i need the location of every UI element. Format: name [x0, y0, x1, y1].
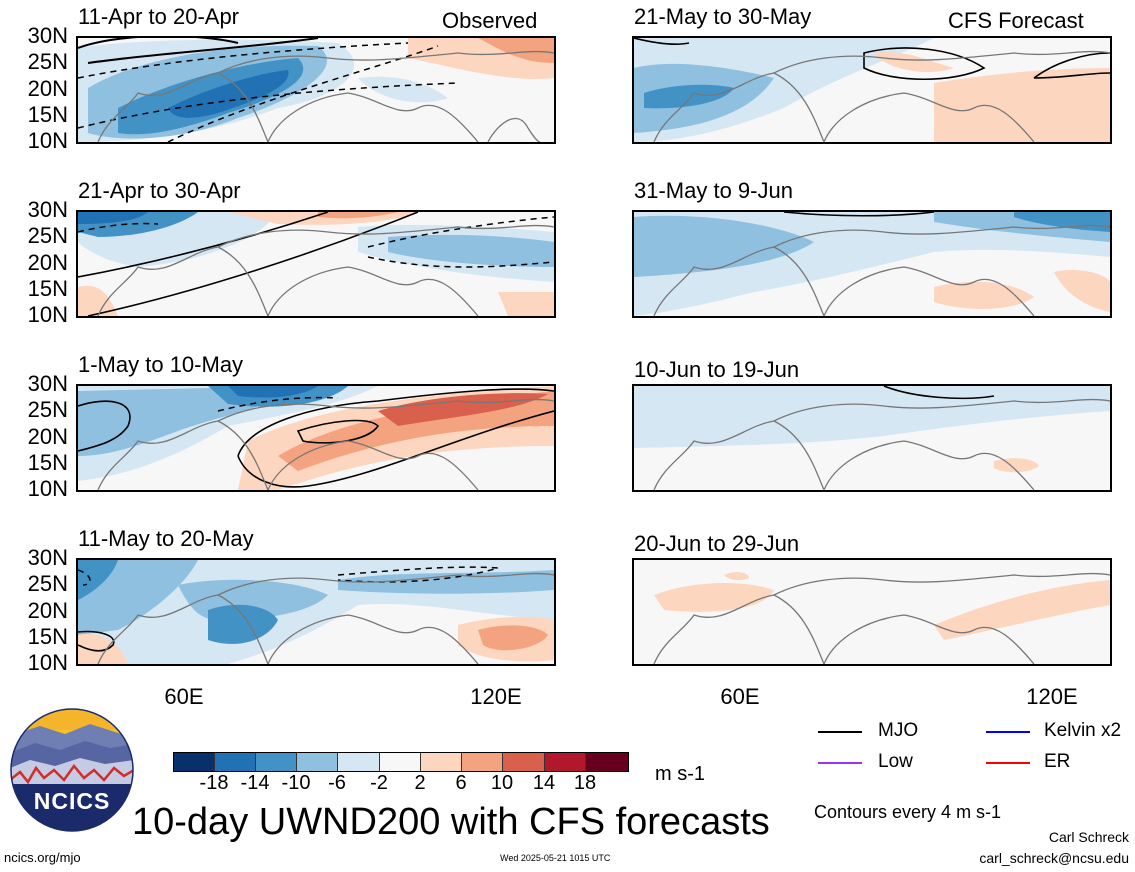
panel-title-fcst-2: 31-May to 9-Jun — [634, 178, 793, 203]
colorbar-swatch — [503, 753, 545, 771]
ncics-logo: NCICS — [10, 708, 134, 832]
colorbar-tick: 18 — [573, 772, 597, 794]
colorbar-swatch — [297, 753, 338, 771]
lat-label: 20N — [27, 424, 68, 449]
wave-legend: MJO Kelvin x2 Low ER — [812, 718, 1132, 778]
lat-label: 30N — [27, 23, 68, 48]
forecast-label: CFS Forecast — [948, 8, 1084, 33]
lon-label-right-120e: 120E — [1026, 684, 1078, 709]
lat-label: 20N — [27, 76, 68, 101]
panel-title-fcst-3: 10-Jun to 19-Jun — [634, 357, 800, 382]
lat-label: 30N — [27, 197, 68, 222]
colorbar-tick: -6 — [328, 772, 346, 794]
main-title: 10-day UWND200 with CFS forecasts — [132, 801, 770, 843]
colorbar-swatch — [380, 753, 421, 771]
colorbar-swatch — [586, 753, 628, 771]
lat-label: 30N — [27, 545, 68, 570]
legend-label-kelvin: Kelvin x2 — [1044, 720, 1122, 741]
panel-title-obs-2: 21-Apr to 30-Apr — [78, 178, 241, 203]
legend-label-low: Low — [878, 751, 913, 772]
lat-label: 20N — [27, 250, 68, 275]
map-obs-apr11-apr20 — [76, 36, 556, 144]
map-obs-may1-may10 — [76, 384, 556, 492]
lat-label: 25N — [27, 397, 68, 422]
colorbar-tick: -10 — [281, 772, 311, 794]
colorbar-tick: 6 — [455, 772, 467, 794]
legend-line-mjo — [818, 731, 862, 733]
lat-label: 10N — [27, 128, 68, 153]
panel-title-fcst-4: 20-Jun to 29-Jun — [634, 531, 800, 556]
colorbar-swatch — [545, 753, 586, 771]
lon-label-left-60e: 60E — [164, 684, 204, 709]
colorbar-tick: -2 — [370, 772, 388, 794]
map-obs-apr21-apr30 — [76, 210, 556, 318]
lat-label: 20N — [27, 598, 68, 623]
lat-label: 30N — [27, 371, 68, 396]
panel-title-obs-1: 11-Apr to 20-Apr — [78, 4, 240, 29]
colorbar-tick: -14 — [240, 772, 270, 794]
colorbar — [173, 752, 629, 772]
lat-label: 10N — [27, 302, 68, 327]
colorbar-swatch — [462, 753, 503, 771]
colorbar-ticks: -18 -14 -10 -6 -2 2 6 10 14 18 — [173, 772, 633, 796]
colorbar-tick: 10 — [490, 772, 514, 794]
colorbar-swatch — [215, 753, 256, 771]
map-fcst-jun20-jun29 — [632, 558, 1112, 666]
panel-title-obs-3: 1-May to 10-May — [78, 352, 244, 377]
footer-url: ncics.org/mjo — [4, 850, 81, 865]
panel-title-fcst-1: 21-May to 30-May — [634, 4, 812, 29]
map-fcst-may31-jun9 — [632, 210, 1112, 318]
panel-title-obs-4: 11-May to 20-May — [78, 526, 254, 551]
colorbar-swatch — [421, 753, 462, 771]
map-fcst-may21-may30 — [632, 36, 1112, 144]
lat-label: 10N — [27, 650, 68, 675]
lon-label-right-60e: 60E — [720, 684, 760, 709]
observed-label: Observed — [442, 8, 538, 33]
legend-line-low — [818, 762, 862, 764]
footer-email: carl_schreck@ncsu.edu — [979, 850, 1129, 866]
colorbar-tick: -18 — [199, 772, 229, 794]
lat-label: 25N — [27, 223, 68, 248]
contour-note: Contours every 4 m s-1 — [814, 802, 1002, 822]
colorbar-swatch — [256, 753, 297, 771]
colorbar-tick: 2 — [414, 772, 426, 794]
legend-label-mjo: MJO — [878, 720, 919, 741]
legend-line-kelvin — [986, 731, 1030, 733]
map-obs-may11-may20 — [76, 558, 556, 666]
map-fcst-jun10-jun19 — [632, 384, 1112, 492]
lon-label-left-120e: 120E — [470, 684, 522, 709]
footer-author: Carl Schreck — [1048, 829, 1129, 845]
lat-label: 25N — [27, 571, 68, 596]
colorbar-swatch — [174, 753, 215, 771]
legend-line-er — [986, 762, 1030, 764]
lat-label: 15N — [27, 624, 68, 649]
logo-text: NCICS — [33, 788, 111, 814]
footer-timestamp: Wed 2025-05-21 1015 UTC — [500, 853, 611, 863]
lat-label: 15N — [27, 450, 68, 475]
colorbar-units: m s-1 — [655, 763, 705, 785]
lat-label: 10N — [27, 476, 68, 501]
lat-label: 15N — [27, 276, 68, 301]
colorbar-swatch — [338, 753, 380, 771]
lat-label: 25N — [27, 49, 68, 74]
colorbar-tick: 14 — [532, 772, 556, 794]
legend-label-er: ER — [1044, 751, 1071, 772]
lat-label: 15N — [27, 102, 68, 127]
